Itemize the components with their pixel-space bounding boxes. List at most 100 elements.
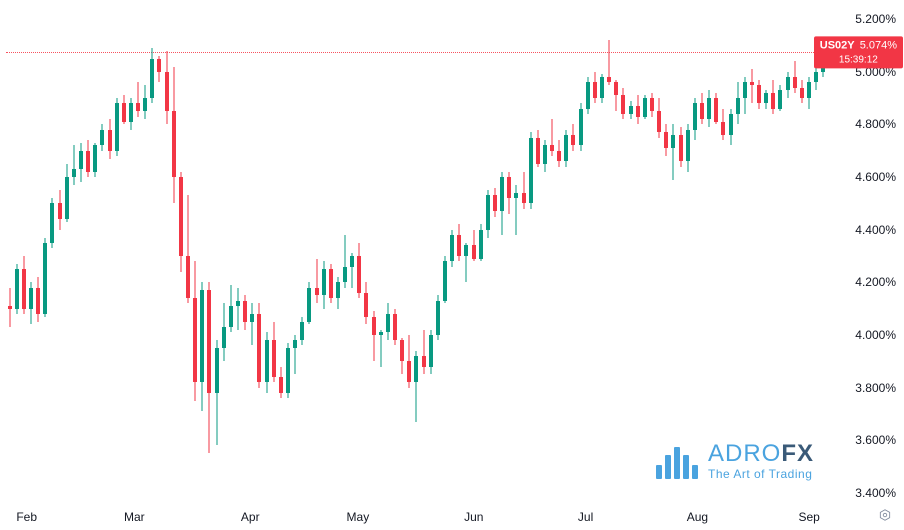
candle bbox=[778, 85, 782, 111]
candle bbox=[786, 72, 790, 98]
candle bbox=[393, 309, 397, 346]
x-tick-label: Mar bbox=[124, 510, 145, 524]
candle bbox=[250, 303, 254, 345]
candle bbox=[422, 330, 426, 375]
candle bbox=[307, 282, 311, 324]
candle bbox=[607, 40, 611, 85]
candle bbox=[272, 322, 276, 383]
candle bbox=[265, 332, 269, 393]
candle bbox=[450, 230, 454, 267]
candle bbox=[364, 282, 368, 324]
candle bbox=[814, 64, 818, 90]
candle bbox=[729, 109, 733, 146]
candle bbox=[436, 295, 440, 340]
y-tick-label: 5.200% bbox=[855, 12, 896, 26]
candle bbox=[522, 172, 526, 209]
candle bbox=[693, 98, 697, 140]
candle bbox=[343, 235, 347, 288]
y-tick-label: 3.400% bbox=[855, 486, 896, 500]
candle bbox=[664, 124, 668, 156]
candle bbox=[165, 51, 169, 125]
candle bbox=[22, 256, 26, 314]
candle bbox=[329, 264, 333, 303]
y-tick-label: 4.000% bbox=[855, 328, 896, 342]
candle bbox=[79, 143, 83, 182]
candle bbox=[115, 98, 119, 156]
candle bbox=[571, 124, 575, 150]
candle bbox=[807, 77, 811, 109]
y-tick-label: 3.600% bbox=[855, 433, 896, 447]
candle bbox=[593, 72, 597, 104]
price-tag-symbol: US02Y bbox=[820, 40, 855, 52]
candle bbox=[536, 130, 540, 167]
candle bbox=[58, 190, 62, 229]
candle bbox=[157, 56, 161, 82]
candle bbox=[679, 127, 683, 166]
candle bbox=[200, 282, 204, 411]
candle bbox=[407, 335, 411, 388]
candle bbox=[257, 303, 261, 387]
candle bbox=[100, 124, 104, 150]
price-tag-timestamp: 15:39:12 bbox=[820, 53, 897, 66]
x-tick-label: Aug bbox=[687, 510, 708, 524]
logo-main-text: ADROFX bbox=[708, 442, 814, 466]
logo-bars-icon bbox=[656, 443, 698, 479]
candle bbox=[764, 90, 768, 108]
candle bbox=[643, 95, 647, 119]
candle bbox=[207, 282, 211, 453]
current-price-tag: US02Y 5.074% 15:39:12 bbox=[814, 37, 903, 68]
candle bbox=[529, 132, 533, 208]
x-tick-label: May bbox=[347, 510, 370, 524]
candle bbox=[686, 124, 690, 171]
candle bbox=[50, 198, 54, 248]
candle bbox=[800, 80, 804, 104]
candle bbox=[29, 282, 33, 324]
candle bbox=[322, 261, 326, 308]
candle bbox=[357, 243, 361, 298]
candle bbox=[564, 130, 568, 167]
candle bbox=[236, 288, 240, 330]
candle bbox=[486, 190, 490, 237]
candle bbox=[315, 259, 319, 304]
candle bbox=[122, 95, 126, 124]
candle bbox=[700, 93, 704, 125]
candle bbox=[707, 90, 711, 127]
candle bbox=[15, 264, 19, 314]
candle bbox=[129, 98, 133, 130]
x-tick-label: Jul bbox=[578, 510, 593, 524]
candle bbox=[215, 340, 219, 445]
candle bbox=[793, 61, 797, 93]
candle bbox=[179, 172, 183, 272]
candle bbox=[172, 67, 176, 204]
candle bbox=[336, 277, 340, 309]
settings-icon[interactable] bbox=[878, 508, 892, 522]
candlestick-chart[interactable]: US02Y 5.074% 15:39:12 bbox=[6, 6, 834, 506]
candle bbox=[93, 143, 97, 177]
y-tick-label: 3.800% bbox=[855, 381, 896, 395]
candle bbox=[8, 288, 12, 327]
x-tick-label: Sep bbox=[798, 510, 819, 524]
candle bbox=[429, 330, 433, 375]
candle bbox=[457, 224, 461, 261]
candle bbox=[279, 367, 283, 399]
candle bbox=[579, 103, 583, 150]
candle bbox=[186, 195, 190, 303]
candle bbox=[500, 172, 504, 235]
candle bbox=[636, 95, 640, 124]
candle bbox=[621, 88, 625, 120]
logo-tagline: The Art of Trading bbox=[708, 468, 814, 480]
candle bbox=[750, 69, 754, 103]
candle bbox=[650, 93, 654, 117]
candle bbox=[443, 256, 447, 303]
candle bbox=[386, 303, 390, 340]
candle bbox=[743, 77, 747, 114]
candle bbox=[293, 335, 297, 374]
y-tick-label: 4.400% bbox=[855, 223, 896, 237]
candle bbox=[86, 140, 90, 177]
candle bbox=[479, 224, 483, 261]
candle bbox=[671, 124, 675, 179]
candle bbox=[372, 311, 376, 361]
candle bbox=[108, 119, 112, 158]
candle bbox=[414, 351, 418, 422]
candle bbox=[193, 261, 197, 400]
